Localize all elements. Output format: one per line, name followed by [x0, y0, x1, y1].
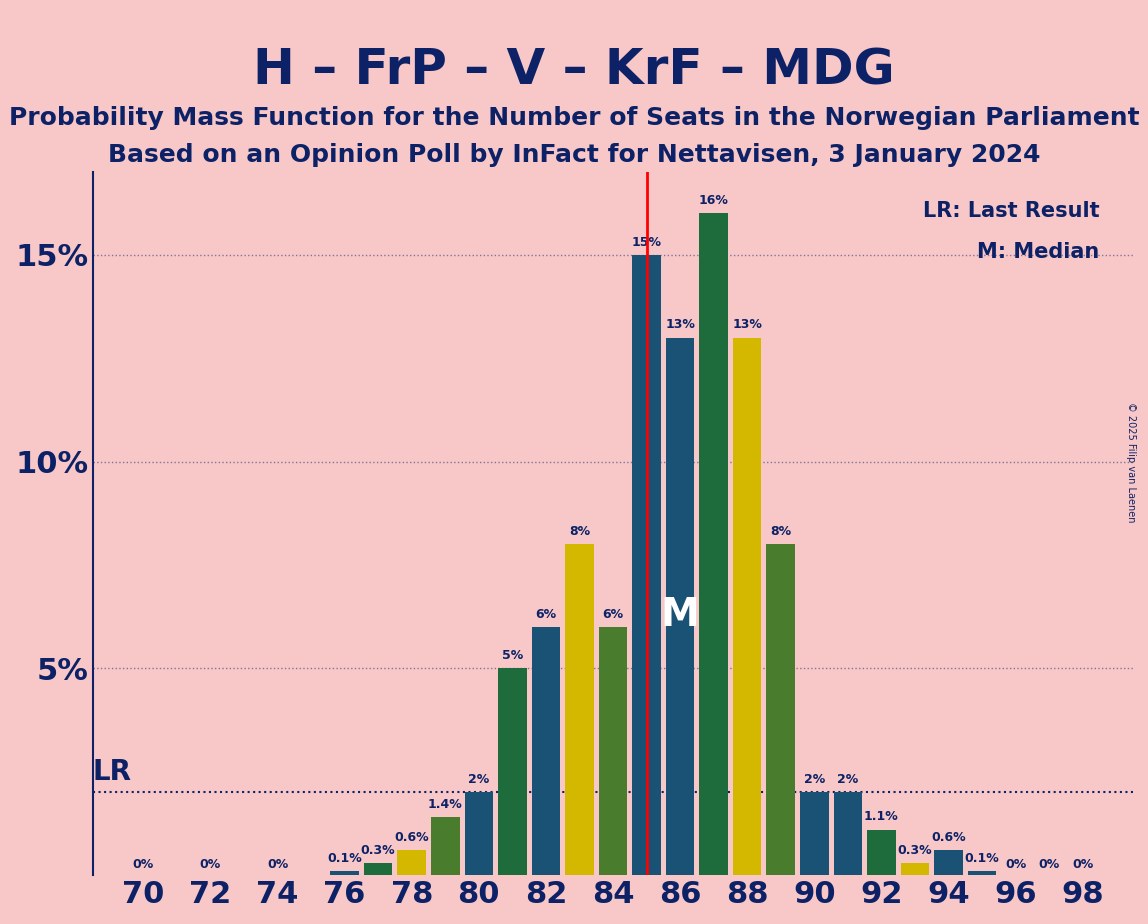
Text: 6%: 6%	[603, 608, 623, 621]
Text: 13%: 13%	[732, 318, 762, 332]
Text: Probability Mass Function for the Number of Seats in the Norwegian Parliament: Probability Mass Function for the Number…	[9, 106, 1139, 130]
Bar	[833, 793, 862, 875]
Bar	[364, 863, 393, 875]
Text: 0%: 0%	[1072, 858, 1093, 871]
Bar	[867, 830, 895, 875]
Text: 0%: 0%	[133, 858, 154, 871]
Bar	[565, 544, 594, 875]
Text: 1.1%: 1.1%	[864, 810, 899, 823]
Bar	[968, 871, 996, 875]
Text: 6%: 6%	[535, 608, 557, 621]
Text: H – FrP – V – KrF – MDG: H – FrP – V – KrF – MDG	[253, 46, 895, 94]
Text: 8%: 8%	[569, 525, 590, 538]
Bar	[732, 337, 761, 875]
Text: 0%: 0%	[1004, 858, 1026, 871]
Bar	[599, 627, 627, 875]
Text: 0.1%: 0.1%	[327, 852, 362, 865]
Text: 2%: 2%	[837, 773, 859, 786]
Text: 15%: 15%	[631, 236, 661, 249]
Text: 2%: 2%	[468, 773, 489, 786]
Text: © 2025 Filip van Laenen: © 2025 Filip van Laenen	[1126, 402, 1135, 522]
Bar	[397, 850, 426, 875]
Bar	[430, 817, 459, 875]
Text: LR: LR	[93, 759, 132, 786]
Bar	[901, 863, 929, 875]
Text: 0.3%: 0.3%	[898, 844, 932, 857]
Bar	[633, 255, 661, 875]
Text: 0.1%: 0.1%	[964, 852, 1000, 865]
Bar	[331, 871, 359, 875]
Text: LR: Last Result: LR: Last Result	[923, 201, 1100, 221]
Text: 0%: 0%	[200, 858, 222, 871]
Text: 13%: 13%	[665, 318, 695, 332]
Text: 1.4%: 1.4%	[428, 798, 463, 811]
Bar	[666, 337, 695, 875]
Text: 16%: 16%	[699, 194, 729, 207]
Text: 0.6%: 0.6%	[395, 831, 429, 845]
Text: 0.3%: 0.3%	[360, 844, 395, 857]
Bar	[767, 544, 796, 875]
Bar	[934, 850, 963, 875]
Text: 0%: 0%	[1039, 858, 1060, 871]
Text: 8%: 8%	[770, 525, 791, 538]
Text: M: M	[661, 596, 699, 634]
Bar	[800, 793, 829, 875]
Bar	[532, 627, 560, 875]
Bar	[465, 793, 492, 875]
Bar	[498, 668, 527, 875]
Text: 0%: 0%	[266, 858, 288, 871]
Text: 0.6%: 0.6%	[931, 831, 965, 845]
Text: M: Median: M: Median	[977, 242, 1100, 262]
Bar	[699, 213, 728, 875]
Text: 5%: 5%	[502, 650, 523, 663]
Text: Based on an Opinion Poll by InFact for Nettavisen, 3 January 2024: Based on an Opinion Poll by InFact for N…	[108, 143, 1040, 167]
Text: 2%: 2%	[804, 773, 825, 786]
